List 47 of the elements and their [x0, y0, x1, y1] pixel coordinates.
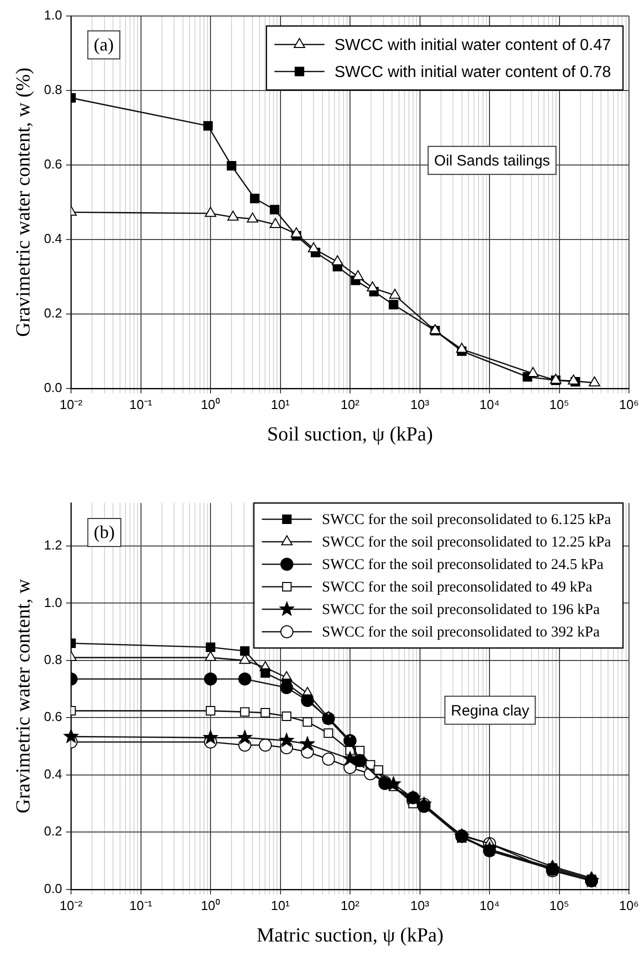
x-tick-label: 10⁻² — [60, 898, 84, 913]
y-tick-label: 0.2 — [44, 824, 62, 839]
x-tick-label: 10⁵ — [549, 396, 570, 412]
y-tick-label: 0.8 — [44, 82, 62, 98]
y-axis-title: Gravimetric water content, w — [12, 578, 34, 814]
x-tick-label: 10⁻¹ — [129, 396, 153, 412]
x-tick-label: 10⁰ — [200, 396, 220, 412]
y-axis-title: Gravimetric water content, w (%) — [12, 68, 34, 337]
x-tick-label: 10³ — [410, 396, 430, 412]
x-tick-label: 10³ — [410, 898, 430, 913]
y-tick-label: 1.0 — [44, 8, 62, 23]
x-tick-label: 10⁶ — [619, 396, 639, 412]
y-tick-label: 0.0 — [44, 380, 62, 395]
x-tick-label: 10² — [340, 396, 360, 412]
y-tick-label: 1.2 — [44, 538, 62, 553]
x-tick-label: 10⁴ — [479, 898, 500, 913]
x-tick-label: 10⁰ — [200, 898, 220, 913]
legend-label: SWCC with initial water content of 0.78 — [334, 64, 612, 81]
annotation: Oil Sands tailings — [434, 152, 550, 170]
legend-label: SWCC for the soil preconsolidated to 6.125 kPa — [322, 512, 612, 528]
x-tick-label: 10¹ — [270, 898, 290, 913]
y-tick-label: 1.0 — [44, 594, 62, 610]
x-tick-label: 10⁵ — [549, 898, 570, 913]
y-tick-label: 0.2 — [44, 306, 62, 320]
y-tick-label: 0.4 — [44, 231, 62, 246]
annotation: (a) — [94, 34, 114, 55]
x-tick-label: 10⁶ — [619, 898, 639, 913]
x-tick-label: 10¹ — [270, 396, 290, 412]
legend-label: SWCC for the soil preconsolidated to 12.25 kPa — [322, 534, 612, 551]
annotation: (b) — [94, 522, 115, 542]
x-axis-title: Soil suction, ψ (kPa) — [267, 423, 433, 446]
x-axis-title: Matric suction, ψ (kPa) — [256, 924, 444, 946]
legend-label: SWCC with initial water content of 0.47 — [334, 36, 612, 54]
legend-label: SWCC for the soil preconsolidated to 392 kPa — [322, 624, 600, 641]
x-tick-label: 10⁴ — [479, 396, 500, 412]
x-tick-label: 10⁻² — [60, 396, 84, 412]
y-tick-label: 0.8 — [44, 652, 62, 667]
y-tick-label: 0.0 — [44, 880, 62, 896]
y-tick-label: 0.6 — [44, 709, 62, 724]
x-tick-label: 10⁻¹ — [129, 898, 153, 913]
y-tick-label: 0.6 — [44, 156, 62, 172]
legend-label: SWCC for the soil preconsolidated to 196 kPa — [322, 602, 600, 618]
legend-label: SWCC for the soil preconsolidated to 49 kPa — [322, 580, 593, 596]
legend-label: SWCC for the soil preconsolidated to 24.5 kPa — [322, 557, 604, 574]
y-tick-label: 0.4 — [44, 766, 62, 782]
x-tick-label: 10² — [340, 898, 360, 913]
annotation: Regina clay — [450, 702, 530, 720]
